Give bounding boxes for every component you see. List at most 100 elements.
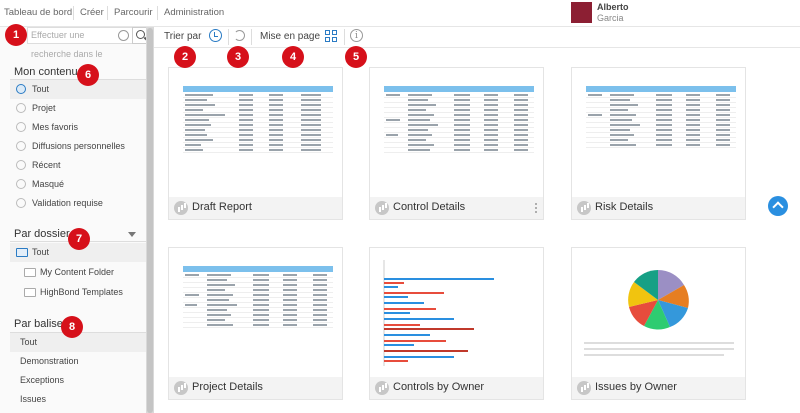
grid-icon[interactable] (325, 30, 337, 42)
globe-icon[interactable] (118, 30, 129, 41)
user-last-name[interactable]: Garcia (597, 13, 624, 23)
chart-icon (375, 201, 389, 215)
folder-item-highbond-templates[interactable]: HighBond Templates (10, 283, 146, 302)
sidebar: Effectuer une recherche dans le Mon cont… (0, 27, 146, 413)
tag-item-issues[interactable]: Issues (10, 390, 146, 409)
card-title[interactable]: Risk Details (595, 201, 654, 213)
card-title[interactable]: Controls by Owner (393, 381, 485, 393)
folder-icon (24, 288, 36, 297)
sidebar-item-hidden[interactable]: Masqué (10, 175, 146, 194)
sidebar-scrollbar-thumb[interactable] (147, 28, 153, 413)
card-title[interactable]: Draft Report (192, 201, 252, 213)
nav-separator (73, 6, 74, 20)
chart-icon (577, 381, 591, 395)
report-thumbnail (169, 68, 342, 197)
sidebar-item-personal-broadcasts[interactable]: Diffusions personnelles (10, 137, 146, 156)
tag-item-label: Tout (20, 337, 38, 347)
card-title[interactable]: Issues by Owner (595, 381, 677, 393)
report-card-controls-by-owner[interactable]: Controls by Owner (369, 247, 544, 400)
annotation-badge-5: 5 (345, 46, 367, 68)
nav-browse[interactable]: Parcourir (114, 7, 153, 18)
search-icon (136, 30, 145, 39)
undo-icon[interactable] (234, 30, 245, 41)
toolbar-separator (251, 29, 252, 45)
table-preview (183, 266, 333, 328)
checkmark-icon (16, 198, 26, 208)
folder-item-all[interactable]: Tout (10, 243, 146, 262)
sidebar-item-favorites[interactable]: Mes favoris (10, 118, 146, 137)
section-title-my-content: Mon contenu (14, 66, 78, 78)
toolbar-separator (344, 29, 345, 45)
sidebar-item-validation-required[interactable]: Validation requise (10, 194, 146, 213)
annotation-badge-2: 2 (174, 46, 196, 68)
sort-label[interactable]: Trier par (164, 31, 202, 42)
tag-item-label: Demonstration (20, 356, 79, 366)
arrow-up-icon[interactable] (768, 196, 788, 216)
tag-item-demonstration[interactable]: Demonstration (10, 352, 146, 371)
annotation-badge-7: 7 (68, 228, 90, 250)
report-thumbnail (572, 248, 745, 377)
section-title-by-tag: Par balise (14, 318, 63, 330)
clock-icon[interactable] (209, 29, 222, 42)
more-options-icon[interactable] (535, 203, 537, 213)
report-thumbnail (370, 248, 543, 377)
report-card-draft-report[interactable]: Draft Report (168, 67, 343, 220)
report-card-risk-details[interactable]: Risk Details (571, 67, 746, 220)
card-footer: Risk Details (572, 197, 745, 219)
pie-chart-preview (584, 270, 734, 356)
sidebar-item-project[interactable]: Projet (10, 99, 146, 118)
card-title[interactable]: Control Details (393, 201, 466, 213)
user-first-name[interactable]: Alberto (597, 2, 629, 12)
card-footer: Issues by Owner (572, 377, 745, 399)
folder-item-label: HighBond Templates (40, 287, 123, 297)
card-footer: Draft Report (169, 197, 342, 219)
toolbar-divider (154, 47, 800, 48)
info-icon[interactable]: i (350, 29, 363, 42)
nav-administration[interactable]: Administration (164, 7, 225, 18)
table-preview (384, 86, 534, 153)
folder-icon (24, 268, 36, 277)
sidebar-item-all[interactable]: Tout (10, 80, 146, 99)
folder-icon (16, 248, 28, 257)
layout-label[interactable]: Mise en page (260, 31, 321, 42)
report-thumbnail (169, 248, 342, 377)
clock-icon (16, 160, 26, 170)
nav-create[interactable]: Créer (80, 7, 104, 18)
sidebar-item-label: Tout (32, 84, 50, 94)
report-thumbnail (370, 68, 543, 197)
annotation-badge-6: 6 (77, 64, 99, 86)
tag-item-label: Exceptions (20, 375, 65, 385)
tag-item-all[interactable]: Tout (10, 333, 146, 352)
toolbar: Trier par Mise en page (154, 27, 800, 47)
annotation-badge-8: 8 (61, 316, 83, 338)
top-navigation: Tableau de bord Créer Parcourir Administ… (0, 0, 800, 26)
report-card-control-details[interactable]: Control Details (369, 67, 544, 220)
tag-item-label: Issues (20, 394, 47, 404)
section-title-by-folder: Par dossier (14, 228, 70, 240)
user-avatar[interactable] (571, 2, 592, 23)
card-title[interactable]: Project Details (192, 381, 263, 393)
tag-item-exceptions[interactable]: Exceptions (10, 371, 146, 390)
sidebar-item-label: Mes favoris (32, 122, 79, 132)
sidebar-item-label: Diffusions personnelles (32, 141, 125, 151)
sidebar-item-label: Masqué (32, 179, 65, 189)
nav-dashboard[interactable]: Tableau de bord (4, 7, 73, 18)
globe-icon (16, 84, 26, 94)
search-button[interactable] (132, 27, 146, 44)
sidebar-item-label: Projet (32, 103, 56, 113)
report-card-project-details[interactable]: Project Details (168, 247, 343, 400)
broadcast-icon (16, 141, 26, 151)
bar-chart-preview (383, 260, 494, 366)
table-preview (586, 86, 736, 148)
report-card-issues-by-owner[interactable]: Issues by Owner (571, 247, 746, 400)
sidebar-item-recent[interactable]: Récent (10, 156, 146, 175)
chevron-down-icon[interactable] (128, 232, 136, 237)
chart-icon (577, 201, 591, 215)
star-icon (16, 122, 26, 132)
gear-icon (16, 103, 26, 113)
folder-item-my-content-folder[interactable]: My Content Folder (10, 263, 146, 282)
search-input[interactable] (27, 27, 132, 44)
eye-icon (16, 179, 26, 189)
annotation-badge-4: 4 (282, 46, 304, 68)
sidebar-item-label: Validation requise (32, 198, 103, 208)
